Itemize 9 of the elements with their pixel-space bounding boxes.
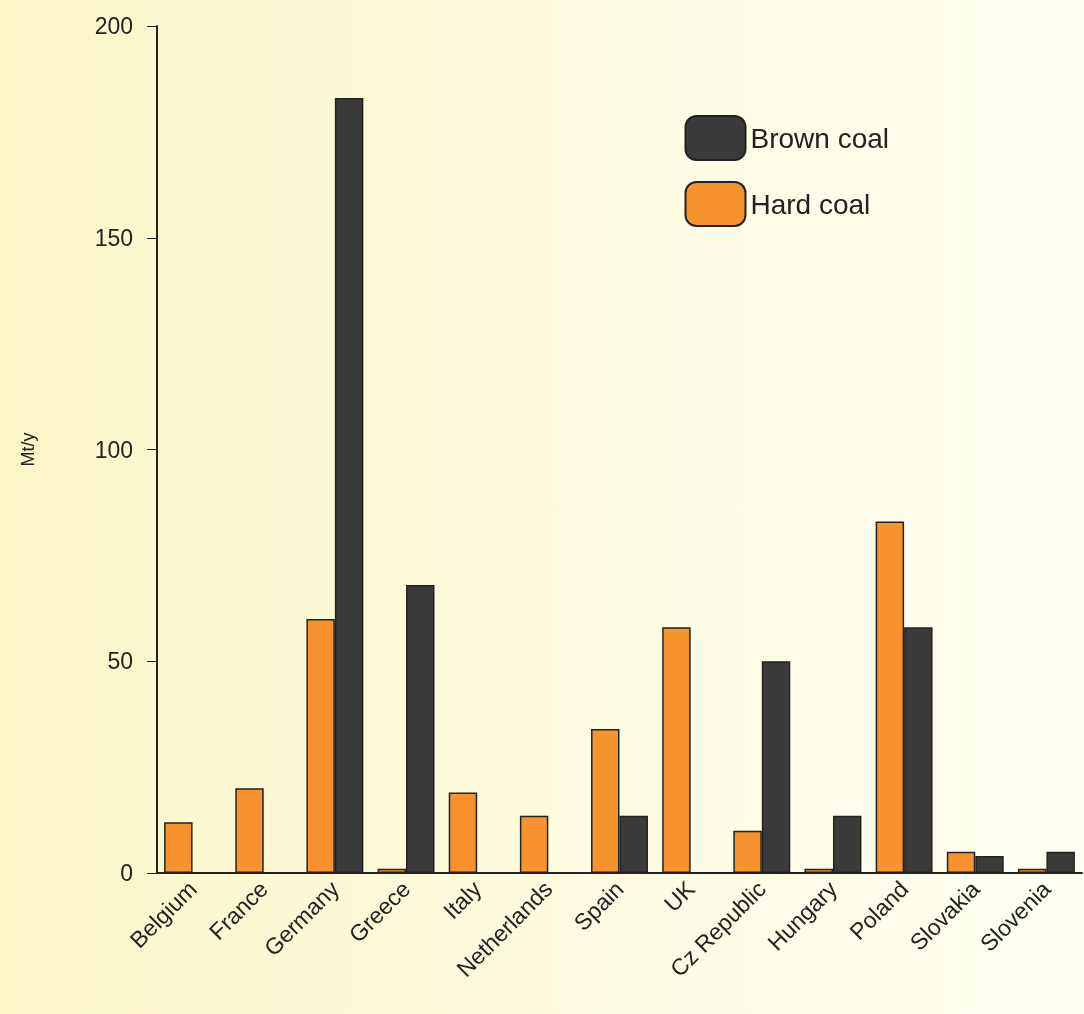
legend-label: Hard coal [750, 188, 871, 220]
x-tick-label: UK [658, 875, 701, 917]
y-axis-title: Mt/y [18, 432, 38, 467]
y-tick-label: 50 [107, 648, 133, 675]
legend-label: Brown coal [750, 122, 890, 154]
y-tick-label: 200 [94, 13, 133, 39]
y-tick-label: 100 [94, 436, 133, 463]
y-tick-label: 150 [94, 224, 133, 251]
y-tick-label: 0 [120, 860, 133, 886]
